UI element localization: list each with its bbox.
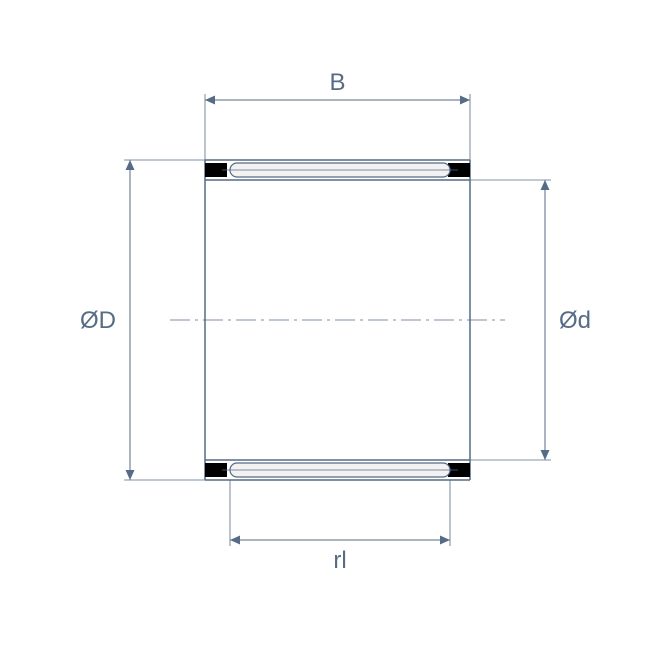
label-D: ØD bbox=[80, 307, 116, 334]
label-rl: rl bbox=[333, 547, 346, 574]
label-B: B bbox=[329, 69, 345, 96]
label-d: Ød bbox=[559, 307, 591, 334]
bearing-cross-section-diagram: Brl ØD Ød bbox=[0, 0, 670, 670]
